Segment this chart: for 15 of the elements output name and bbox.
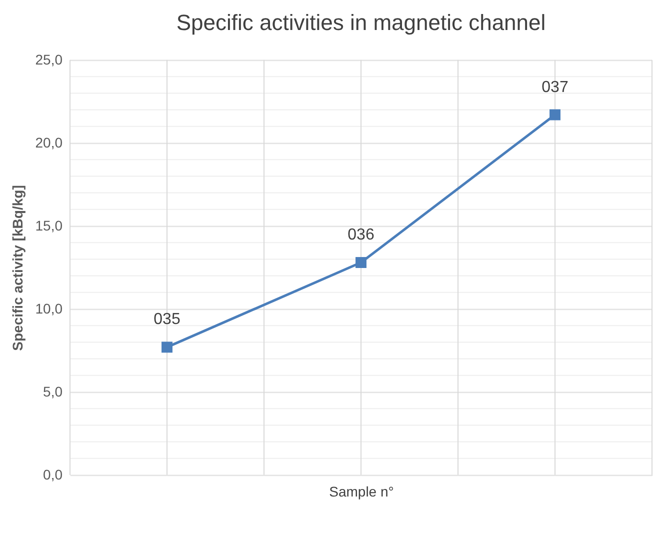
x-axis-title: Sample n° — [329, 484, 394, 500]
point — [550, 109, 560, 120]
annotation: 036 — [348, 226, 374, 244]
annotation: 037 — [542, 78, 568, 96]
y-tick-label: 20,0 — [35, 134, 63, 150]
point — [162, 342, 172, 353]
y-tick-label: 10,0 — [35, 300, 63, 316]
y-tick-label: 25,0 — [35, 52, 63, 68]
y-tick-label: 5,0 — [43, 384, 63, 400]
chart-title: Specific activities in magnetic channel — [176, 10, 546, 35]
y-axis-title: Specific activity [kBq/kg] — [9, 185, 26, 351]
y-tick-label: 15,0 — [35, 218, 63, 234]
point — [356, 257, 366, 268]
y-tick-label: 0,0 — [43, 466, 63, 482]
annotation: 035 — [154, 311, 180, 328]
